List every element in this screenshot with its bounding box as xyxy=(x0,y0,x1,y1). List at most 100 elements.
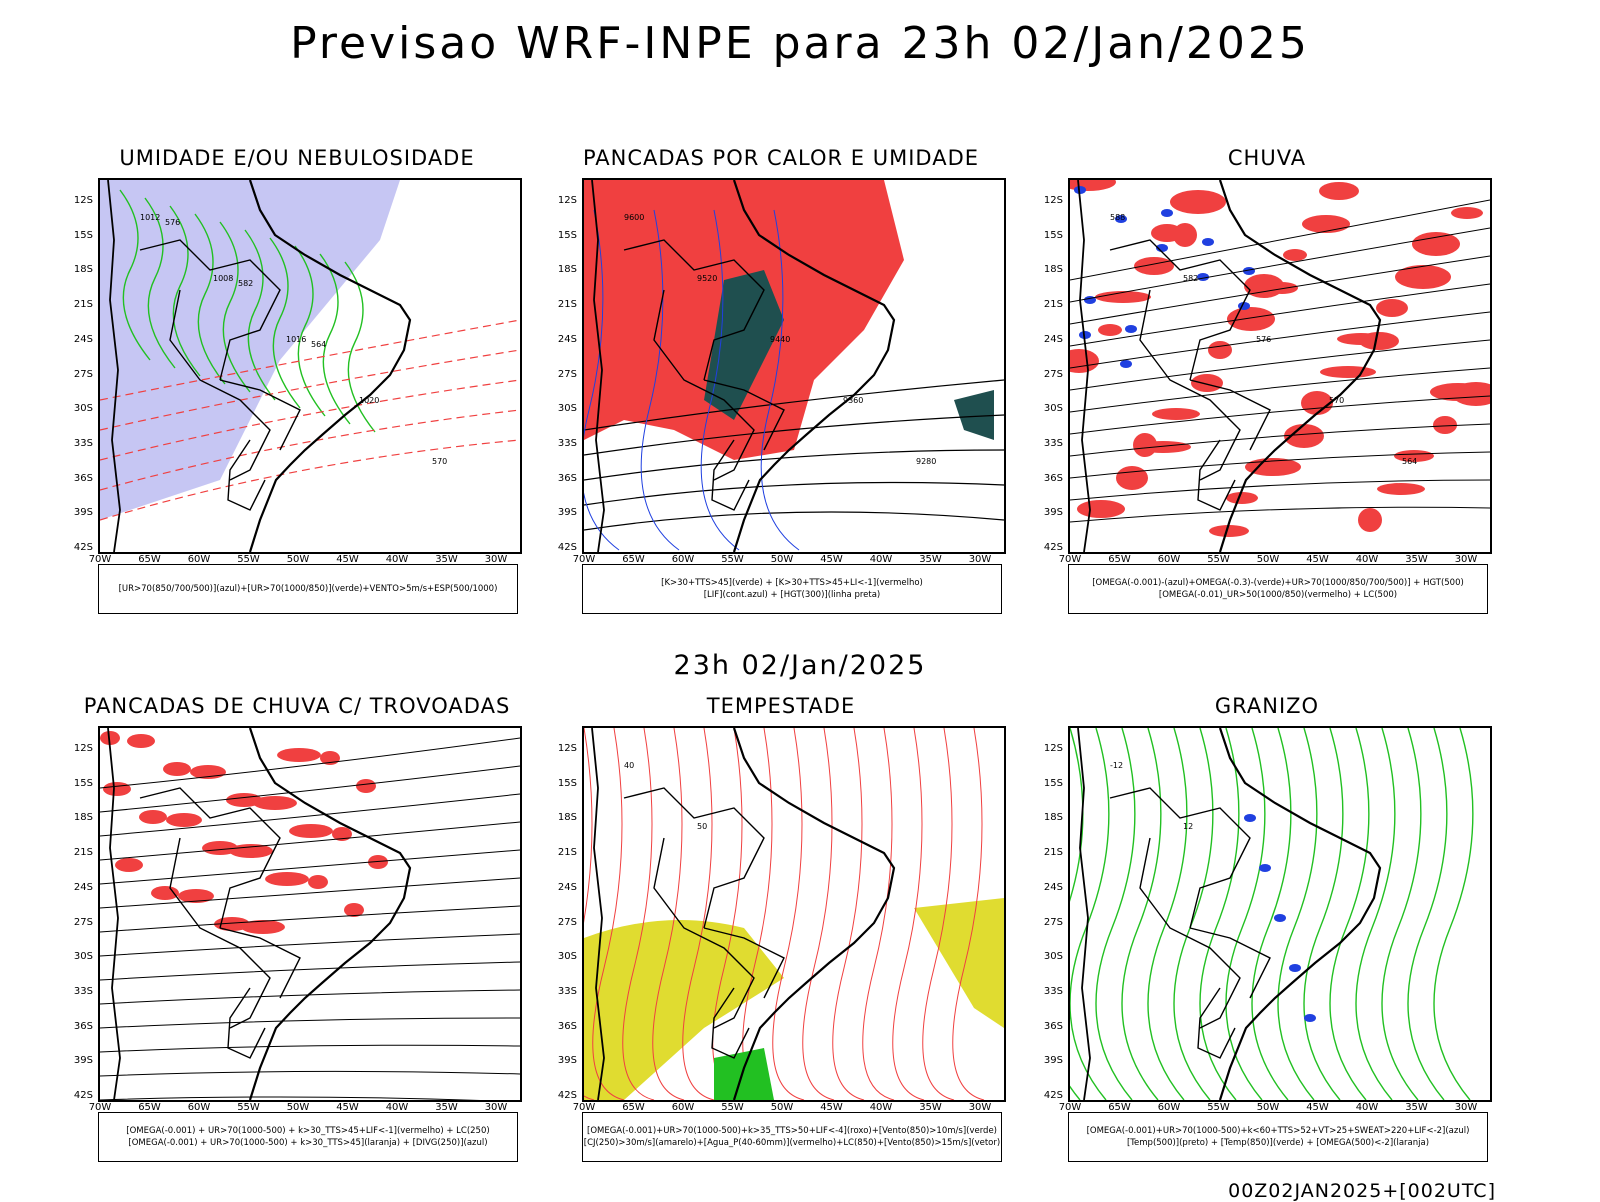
longitude-label: 60W xyxy=(1157,554,1181,565)
longitude-label: 45W xyxy=(336,554,359,565)
red-rain-patch xyxy=(1227,307,1275,331)
map-svg: 588 582 576 570 564 xyxy=(1070,180,1490,552)
legend-line: [OMEGA(-0.001)-(azul)+OMEGA(-0.3)-(verde… xyxy=(1092,578,1464,588)
latitude-label: 24S xyxy=(73,881,93,893)
longitude-label: 45W xyxy=(336,1102,359,1113)
streamline xyxy=(1070,227,1490,303)
latitude-label: 30S xyxy=(73,403,93,415)
red-dashed-contour xyxy=(100,439,520,521)
longitude-label: 30W xyxy=(1454,554,1478,565)
country-border xyxy=(139,787,281,929)
coastline xyxy=(1077,728,1091,1100)
map-panel-4: PANCADAS DE CHUVA C/ TROVOADAS 12S 15S 18S 2… xyxy=(57,694,537,1194)
longitude-label: 60W xyxy=(187,554,211,565)
streamline xyxy=(100,905,520,933)
country-border xyxy=(1139,837,1241,1029)
red-contour xyxy=(952,728,985,1100)
longitude-label: 40W xyxy=(1355,1102,1379,1113)
latitude-label: 42S xyxy=(557,542,577,553)
latitude-label: 12S xyxy=(1043,743,1063,754)
red-rain-patch xyxy=(1116,466,1148,490)
legend-line: [Temp(500)](preto) + [Temp(850)](verde) … xyxy=(1126,1138,1430,1148)
red-rain-patch xyxy=(1191,374,1223,392)
latitude-label: 27S xyxy=(1043,916,1063,928)
longitude-label: 60W xyxy=(1157,1102,1181,1113)
longitude-label: 45W xyxy=(820,554,843,565)
red-contour xyxy=(652,728,685,1100)
latitude-label: 39S xyxy=(1043,507,1063,519)
red-patch xyxy=(178,889,214,903)
latitude-label: 24S xyxy=(1043,333,1063,345)
hgt-contour xyxy=(584,449,1004,481)
contour-label: 9360 xyxy=(843,396,863,405)
longitude-label: 40W xyxy=(385,554,409,565)
latitude-label: 15S xyxy=(557,229,577,241)
green-contour xyxy=(219,221,251,393)
map-panel-3: CHUVA 588 582 576 570 564 12S 15S 18S 21S 24S 27S 30… xyxy=(1027,146,1507,646)
latitude-label: 33S xyxy=(1043,437,1063,449)
map-panel-1: UMIDADE E/OU NEBULOSIDADE 1012 1008 1016 102… xyxy=(57,146,537,646)
latitude-label: 15S xyxy=(73,229,93,241)
red-contour xyxy=(772,728,805,1100)
streamline xyxy=(1070,395,1490,435)
red-rain-patch xyxy=(1412,232,1460,256)
blue-patch xyxy=(1115,215,1127,223)
red-patch xyxy=(332,827,352,841)
latitude-label: 24S xyxy=(73,333,93,345)
red-contour xyxy=(892,728,925,1100)
latitude-label: 18S xyxy=(557,264,577,276)
red-rain-patch xyxy=(1208,341,1232,359)
contour-label: 576 xyxy=(1256,335,1271,344)
red-patch xyxy=(308,875,328,889)
contour-label: 564 xyxy=(311,340,326,349)
map-svg: -12 12 xyxy=(1070,728,1474,1100)
legend-box: [UR>70(850/700/500)](azul)+[UR>70(1000/8… xyxy=(98,564,518,614)
latitude-label: 18S xyxy=(1043,264,1063,276)
blue-patch xyxy=(1156,244,1168,252)
latitude-label: 39S xyxy=(73,1055,93,1067)
map-area: 1012 1008 1016 1020 570 576 582 564 xyxy=(98,178,522,554)
country-border xyxy=(227,439,266,511)
longitude-label: 35W xyxy=(1405,1102,1428,1113)
streamline xyxy=(1070,339,1490,391)
coastline xyxy=(732,728,896,1100)
map-area: 588 582 576 570 564 xyxy=(1068,178,1492,554)
latitude-label: 36S xyxy=(1043,472,1063,484)
streamline xyxy=(100,1017,520,1029)
latitude-label: 39S xyxy=(557,1055,577,1067)
streamline xyxy=(1070,255,1490,325)
green-contour xyxy=(1303,728,1344,1100)
streamline xyxy=(1070,479,1490,501)
map-panel-2: PANCADAS POR CALOR E UMIDADE 9600 9520 9440… xyxy=(541,146,1021,646)
country-border xyxy=(227,987,266,1059)
map-svg xyxy=(100,728,520,1100)
yellow-jet-shading xyxy=(584,920,784,1100)
longitude-label: 50W xyxy=(286,554,310,565)
latitude-label: 30S xyxy=(557,951,577,963)
latitude-label: 30S xyxy=(1043,951,1063,963)
legend-line: [OMEGA(-0.001)+UR>70(1000-500)+k<60+TTS>… xyxy=(1086,1126,1470,1136)
red-patch xyxy=(214,917,250,931)
longitude-label: 35W xyxy=(1405,554,1428,565)
country-border xyxy=(219,927,301,999)
blue-patch xyxy=(1079,331,1091,339)
latitude-label: 24S xyxy=(557,333,577,345)
green-contour xyxy=(1070,728,1084,1100)
longitude-label: 65W xyxy=(138,1102,161,1113)
contour-label: 576 xyxy=(165,218,180,227)
latitude-label: 33S xyxy=(557,437,577,449)
main-title: Previsao WRF-INPE para 23h 02/Jan/2025 xyxy=(290,18,1310,69)
red-patch xyxy=(166,813,202,827)
country-border xyxy=(653,837,755,1029)
latitude-label: 36S xyxy=(557,472,577,484)
green-contour xyxy=(294,245,326,417)
red-rain-patch xyxy=(1358,508,1382,532)
hgt-contour xyxy=(584,481,1004,506)
longitude-label: 65W xyxy=(622,1102,645,1113)
latitude-label: 27S xyxy=(73,916,93,928)
green-contour xyxy=(1121,728,1162,1100)
yellow-jet-shading xyxy=(914,898,1004,1028)
longitude-label: 65W xyxy=(622,554,645,565)
red-contour xyxy=(682,728,715,1100)
red-rain-patch xyxy=(1302,215,1350,233)
